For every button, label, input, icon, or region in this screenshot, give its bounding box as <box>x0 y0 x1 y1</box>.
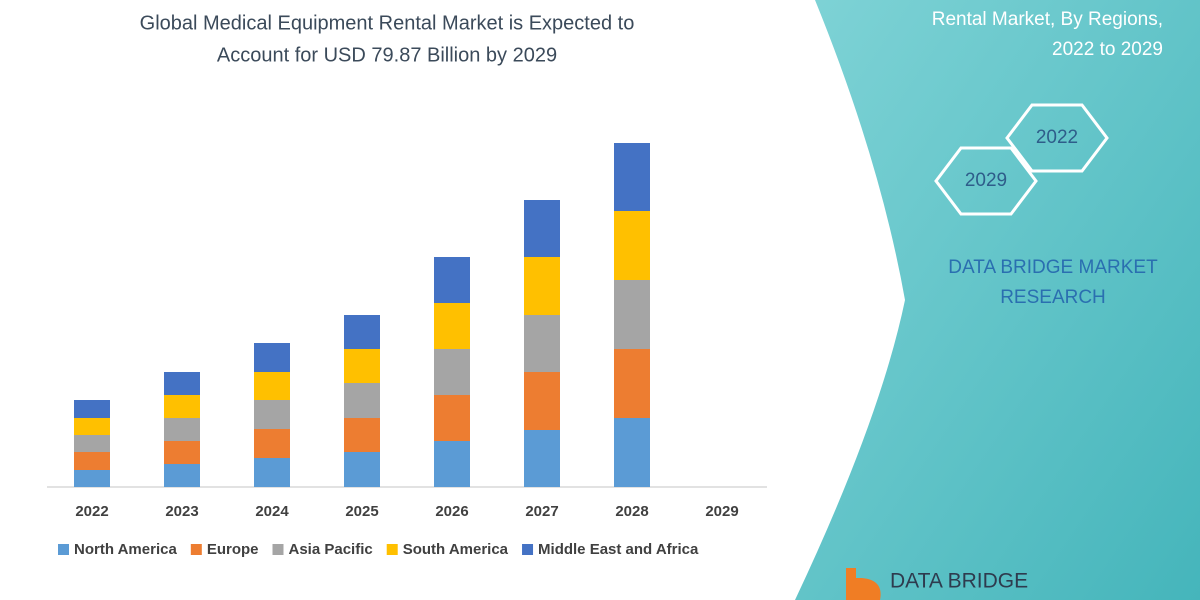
bar-segment <box>74 435 110 452</box>
x-tick-label: 2022 <box>75 503 108 520</box>
legend-swatch <box>58 544 69 555</box>
bar-segment <box>164 372 200 395</box>
bar-segment <box>524 257 560 315</box>
legend-label: Asia Pacific <box>289 541 373 558</box>
brand-text: RESEARCH <box>1000 287 1106 308</box>
legend-label: Middle East and Africa <box>538 541 699 558</box>
x-tick-label: 2029 <box>705 503 738 520</box>
bar-segment <box>524 430 560 487</box>
chart-title: Global Medical Equipment Rental Market i… <box>140 12 635 34</box>
bar-segment <box>614 349 650 418</box>
legend-label: South America <box>403 541 509 558</box>
bar-segment <box>614 211 650 280</box>
bar-segment <box>344 452 380 487</box>
hexagon-label: 2029 <box>965 170 1007 191</box>
hexagon <box>1005 103 1109 173</box>
bar-segment <box>74 400 110 418</box>
bar-segment <box>344 383 380 418</box>
bar-segment <box>344 315 380 349</box>
x-tick-label: 2027 <box>525 503 558 520</box>
bar-segment <box>614 143 650 211</box>
chart-title: Account for USD 79.87 Billion by 2029 <box>217 44 557 66</box>
bar-segment <box>74 470 110 487</box>
bar-segment <box>344 418 380 452</box>
x-tick-label: 2024 <box>255 503 289 520</box>
legend-swatch <box>522 544 534 555</box>
x-tick-label: 2026 <box>435 503 468 520</box>
bar-segment <box>74 418 110 435</box>
logo-icon <box>846 568 881 600</box>
legend-swatch <box>272 544 284 555</box>
bar-segment <box>164 395 200 418</box>
legend-swatch <box>190 544 202 555</box>
legend-swatch <box>386 544 398 555</box>
bar-segment <box>254 372 290 400</box>
bar-segment <box>164 418 200 441</box>
x-tick-label: 2025 <box>345 503 378 520</box>
x-tick-label: 2028 <box>615 503 648 520</box>
bar-segment <box>164 441 200 464</box>
logo-text: DATA BRIDGE <box>890 570 1028 593</box>
side-panel <box>795 0 1200 600</box>
bar-segment <box>344 349 380 383</box>
bar-segment <box>524 200 560 257</box>
legend-label: Europe <box>207 541 259 558</box>
bar-segment <box>524 315 560 372</box>
bar-segment <box>434 303 470 349</box>
bar-segment <box>434 441 470 487</box>
panel-heading: 2022 to 2029 <box>1052 39 1163 60</box>
bar-segment <box>614 280 650 349</box>
panel-heading: Rental Market, By Regions, <box>932 9 1163 30</box>
bar-segment <box>74 452 110 470</box>
bar-segment <box>164 464 200 487</box>
bar-segment <box>614 418 650 487</box>
bar-segment <box>254 429 290 458</box>
bar-segment <box>524 372 560 430</box>
hexagon <box>934 146 1038 216</box>
bar-segment <box>434 257 470 303</box>
hexagon-label: 2022 <box>1036 127 1078 148</box>
bar-segment <box>254 400 290 429</box>
bar-segment <box>254 458 290 487</box>
bar-segment <box>434 349 470 395</box>
bar-segment <box>434 395 470 441</box>
bar-segment <box>254 343 290 372</box>
legend-label: North America <box>74 541 177 558</box>
x-tick-label: 2023 <box>165 503 198 520</box>
brand-text: DATA BRIDGE MARKET <box>948 257 1158 278</box>
